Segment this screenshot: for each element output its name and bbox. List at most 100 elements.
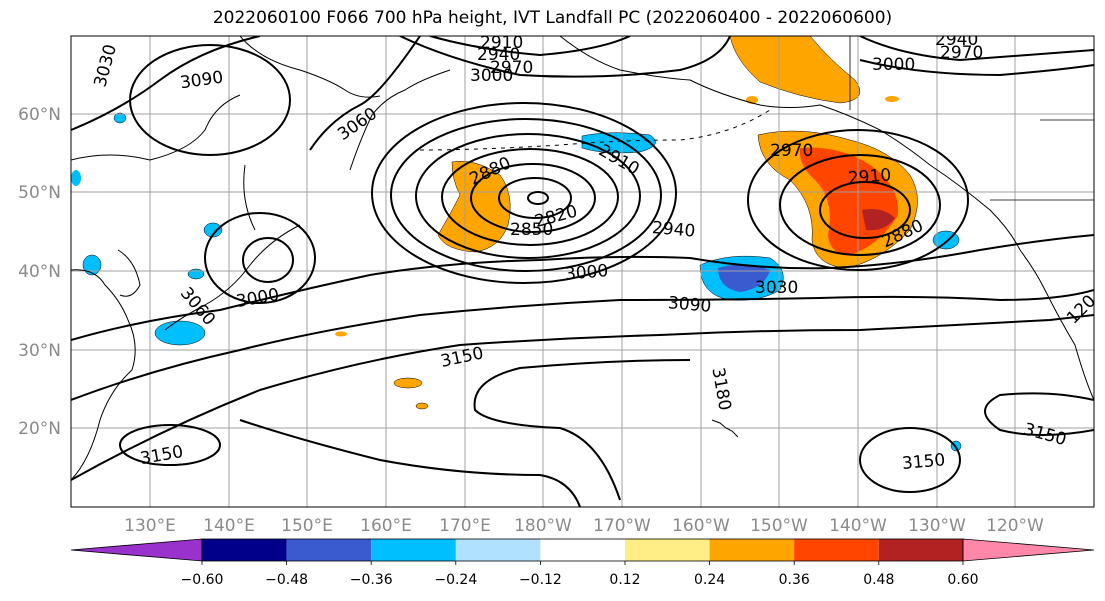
colorbar-tick-label: 0.48	[863, 572, 894, 588]
lon-label: 130°W	[908, 516, 966, 536]
height-contours	[71, 36, 1094, 507]
lon-label: 150°W	[750, 516, 808, 536]
lat-label: 20°N	[18, 419, 61, 439]
colorbar-tick-label: 0.36	[779, 572, 810, 588]
contour-north-2	[429, 36, 631, 57]
contour-japan-low	[204, 212, 316, 304]
border-canada	[849, 36, 1094, 201]
coast-korea	[117, 249, 141, 297]
contour-north-3	[859, 36, 1094, 62]
coast-japan	[164, 164, 301, 331]
contour-label: 3150	[901, 450, 946, 474]
lon-label: 140°W	[829, 516, 887, 536]
map-frame	[70, 35, 1095, 508]
contour-japan-low	[242, 237, 294, 283]
contour-label: 3000	[872, 55, 915, 75]
lon-label: 170°E	[439, 516, 491, 536]
contour-label: 2910	[847, 165, 892, 189]
contour-north-4	[859, 59, 1094, 77]
contour-3060	[309, 36, 421, 151]
contour-east-low-center	[819, 181, 911, 239]
contour-3060-west	[71, 36, 261, 131]
contour-label: 3000	[470, 66, 513, 86]
coast-alaska	[559, 36, 991, 211]
contour-label: 3090	[667, 293, 712, 317]
contour-label: 2970	[490, 58, 533, 78]
contour-low-ring	[371, 102, 677, 284]
coastlines	[71, 36, 1094, 481]
colorbar-segment	[709, 539, 795, 561]
colorbar-segment	[286, 539, 372, 561]
colorbar-segment	[202, 539, 287, 561]
contour-label: 3030	[755, 278, 798, 298]
colorbar-ticks	[201, 561, 964, 565]
coast-aleutians	[419, 109, 771, 151]
contour-3180	[473, 359, 691, 501]
colorbar-tick-label: −0.48	[265, 572, 308, 588]
ivt-positive-spot-b	[415, 402, 429, 410]
coast-asia	[71, 269, 136, 481]
contour-label: 2940	[651, 218, 696, 242]
lat-label: 50°N	[18, 183, 61, 203]
colorbar-segment	[794, 539, 879, 561]
lon-label: 150°E	[281, 516, 333, 536]
colorbar-segment	[625, 539, 710, 561]
coast-hawaii	[711, 419, 739, 438]
colorbar-extend-high	[962, 538, 1095, 562]
colorbar-tick-label: 0.60	[947, 572, 978, 588]
map-layers: 3030 3090 3060 2910 2940 2970 3000 2880 …	[71, 30, 1094, 507]
contour-low-ring	[390, 118, 662, 272]
contour-label: 2850	[510, 220, 553, 240]
coast-siberia	[239, 36, 381, 98]
ivt-negative-spot-d	[203, 222, 223, 238]
contour-3150-se	[859, 427, 961, 493]
contour-label: 3000	[564, 261, 609, 285]
colorbar-tick-label: −0.36	[350, 572, 393, 588]
contour-east-low-ring	[779, 154, 941, 256]
gridlines	[71, 36, 1094, 507]
lat-labels: 60°N 50°N 40°N 30°N 20°N	[18, 105, 61, 439]
lat-label: 30°N	[18, 341, 61, 361]
contour-label: 2970	[770, 141, 813, 161]
colorbar-tick-label: −0.12	[519, 572, 562, 588]
lon-label: 120°W	[986, 516, 1044, 536]
colorbar-extend-low	[70, 538, 203, 562]
ivt-positive-spot-c	[335, 331, 347, 337]
lat-label: 60°N	[18, 105, 61, 125]
contour-3150-e	[984, 392, 1094, 436]
contour-label: 2970	[940, 43, 983, 63]
contour-3150-south	[239, 419, 581, 507]
contour-low-ring	[415, 133, 641, 259]
lon-label: 180°W	[514, 516, 572, 536]
coast-kamchatka	[349, 69, 451, 171]
map-title: 2022060100 F066 700 hPa height, IVT Land…	[212, 8, 893, 28]
colorbar-tick-label: 0.12	[609, 572, 640, 588]
contour-north-1	[399, 36, 731, 78]
coast-okhotsk	[71, 94, 241, 161]
lon-label: 170°W	[593, 516, 651, 536]
lon-labels: 130°E 140°E 150°E 160°E 170°E 180°W 170°…	[124, 516, 1044, 536]
ivt-negative-spot-kamchatka	[113, 112, 127, 124]
contour-low-center	[527, 191, 549, 205]
lon-label: 160°W	[672, 516, 730, 536]
contour-label: 2910	[480, 33, 523, 53]
lat-label: 40°N	[18, 262, 61, 282]
contour-low-ring	[441, 148, 619, 246]
lon-label: 130°E	[124, 516, 176, 536]
colorbar: −0.60 −0.48 −0.36 −0.24 −0.12 0.12 0.24 …	[70, 538, 1095, 588]
ivt-positive-spot-a	[393, 377, 423, 389]
contour-3090	[71, 289, 1094, 401]
colorbar-segment	[878, 539, 963, 561]
contour-east-low-ring	[747, 129, 969, 271]
colorbar-segment	[455, 539, 541, 561]
contour-label: 2940	[477, 45, 520, 65]
ivt-max-region-east	[862, 209, 895, 231]
lon-label: 160°E	[360, 516, 412, 536]
contour-low-ring	[498, 177, 572, 219]
lon-label: 140°E	[203, 516, 255, 536]
ivt-negative-spot-sea	[82, 254, 102, 276]
contour-3000	[71, 234, 1094, 341]
contour-label: 2940	[935, 30, 978, 50]
ivt-negative-spot-japan	[154, 320, 206, 346]
